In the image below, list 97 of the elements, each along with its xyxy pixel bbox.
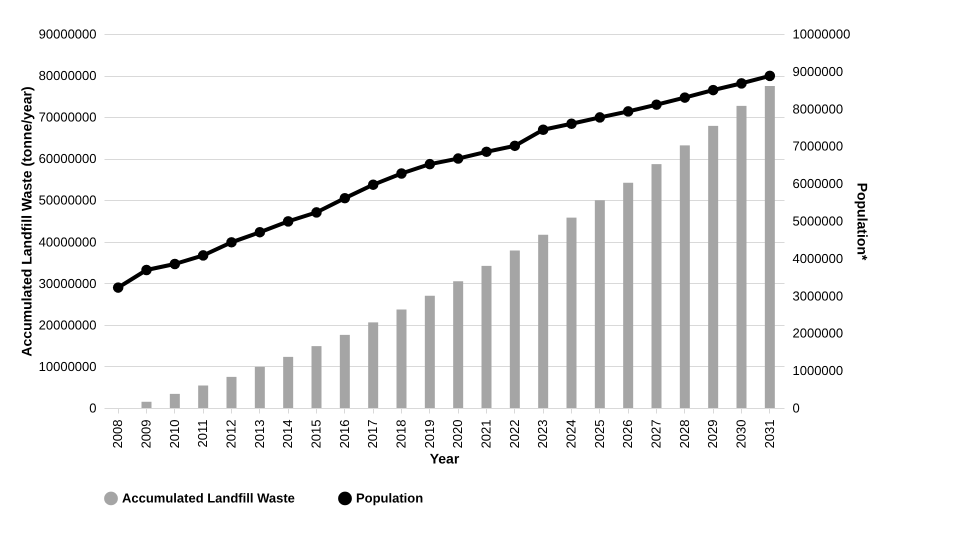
point [112, 282, 124, 293]
point [510, 140, 520, 152]
x-tick-label: 2029 [705, 420, 720, 448]
bar [254, 366, 265, 408]
bar [680, 145, 690, 408]
bar [283, 356, 294, 408]
bar [652, 164, 662, 408]
x-tick-label: 2008 [110, 420, 126, 448]
y-tick-label: 50000000 [38, 192, 96, 208]
point [424, 158, 436, 170]
y-tick-label: 90000000 [38, 26, 96, 42]
x-tick-label: 2017 [365, 420, 380, 448]
y2-tick-label: 10000000 [792, 26, 850, 42]
y2-tick-label: 8000000 [792, 101, 844, 116]
point [566, 118, 577, 129]
y-tick-label: 70000000 [38, 110, 96, 125]
x-tick-label: 2027 [648, 420, 664, 448]
bar [226, 376, 236, 408]
x-tick-label: 2030 [734, 420, 748, 448]
bar [396, 310, 406, 408]
y2-tick-label: 1000000 [792, 363, 844, 378]
x-axis-title: Year [430, 450, 460, 466]
bar [566, 218, 576, 408]
point [311, 207, 322, 218]
x-tick-label: 2015 [308, 420, 324, 448]
point [340, 192, 350, 204]
point [452, 153, 464, 164]
y-tick-label: 60000000 [38, 151, 96, 166]
x-tick-label: 2025 [592, 420, 607, 448]
y-tick-label: 40000000 [38, 234, 96, 250]
bar [340, 334, 350, 408]
bar [510, 250, 520, 408]
point [594, 112, 606, 123]
y2-tick-label: 3000000 [792, 288, 844, 304]
bar [623, 182, 634, 408]
legend-label: Accumulated Landfill Waste [122, 490, 295, 506]
x-tick-label: 2023 [535, 420, 550, 448]
y2-tick-label: 0 [792, 400, 800, 416]
bar [424, 296, 435, 408]
y-tick-label: 20000000 [38, 317, 96, 332]
point [736, 78, 747, 89]
point [651, 99, 662, 110]
bar [482, 266, 492, 408]
x-tick-label: 2022 [506, 420, 522, 448]
y2-tick-label: 9000000 [792, 64, 844, 79]
x-tick-label: 2014 [280, 420, 296, 448]
bar [736, 106, 746, 408]
x-tick-label: 2019 [422, 420, 437, 448]
point [764, 70, 776, 82]
point [226, 237, 237, 248]
point [282, 216, 294, 227]
y2-tick-label: 2000000 [792, 326, 844, 341]
point [198, 250, 208, 261]
point [481, 146, 492, 158]
bar [764, 86, 775, 408]
point [141, 264, 152, 276]
bar [594, 200, 605, 408]
x-tick-label: 2009 [138, 420, 154, 448]
point [622, 106, 634, 117]
x-tick-label: 2028 [676, 420, 692, 448]
y-tick-label: 0 [89, 400, 96, 416]
x-tick-label: 2010 [166, 420, 182, 448]
x-tick-label: 2018 [394, 420, 408, 448]
y2-tick-label: 7000000 [792, 138, 844, 154]
y-tick-label: 30000000 [38, 276, 96, 291]
x-tick-label: 2016 [336, 420, 352, 448]
bar [198, 386, 208, 408]
x-tick-label: 2024 [564, 420, 578, 448]
y-axis-title: Accumulated Landfill Waste (tonne/year) [18, 86, 35, 357]
point [708, 84, 718, 96]
point [170, 258, 180, 270]
bar [170, 394, 180, 408]
point [680, 92, 690, 103]
y2-axis-title: Population* [854, 182, 870, 261]
legend-label: Population [356, 490, 424, 506]
y2-tick-label: 4000000 [792, 250, 844, 266]
point [396, 168, 407, 179]
x-tick-label: 2013 [252, 420, 267, 448]
x-tick-label: 2026 [620, 420, 636, 448]
x-tick-label: 2021 [478, 420, 494, 448]
bar [142, 402, 152, 408]
y-tick-label: 10000000 [38, 358, 96, 374]
point [368, 179, 378, 190]
point [538, 124, 548, 135]
bar [368, 322, 378, 408]
x-tick-label: 2012 [224, 420, 238, 448]
x-tick-label: 2031 [762, 420, 777, 448]
bar [312, 346, 322, 408]
y2-tick-label: 6000000 [792, 176, 844, 192]
bar [538, 234, 548, 408]
point [254, 226, 266, 238]
y-tick-label: 80000000 [38, 68, 96, 84]
bar [708, 126, 718, 408]
y2-tick-label: 5000000 [792, 214, 844, 228]
x-tick-label: 2011 [195, 420, 210, 448]
bar [453, 281, 464, 408]
x-tick-label: 2020 [450, 420, 466, 448]
